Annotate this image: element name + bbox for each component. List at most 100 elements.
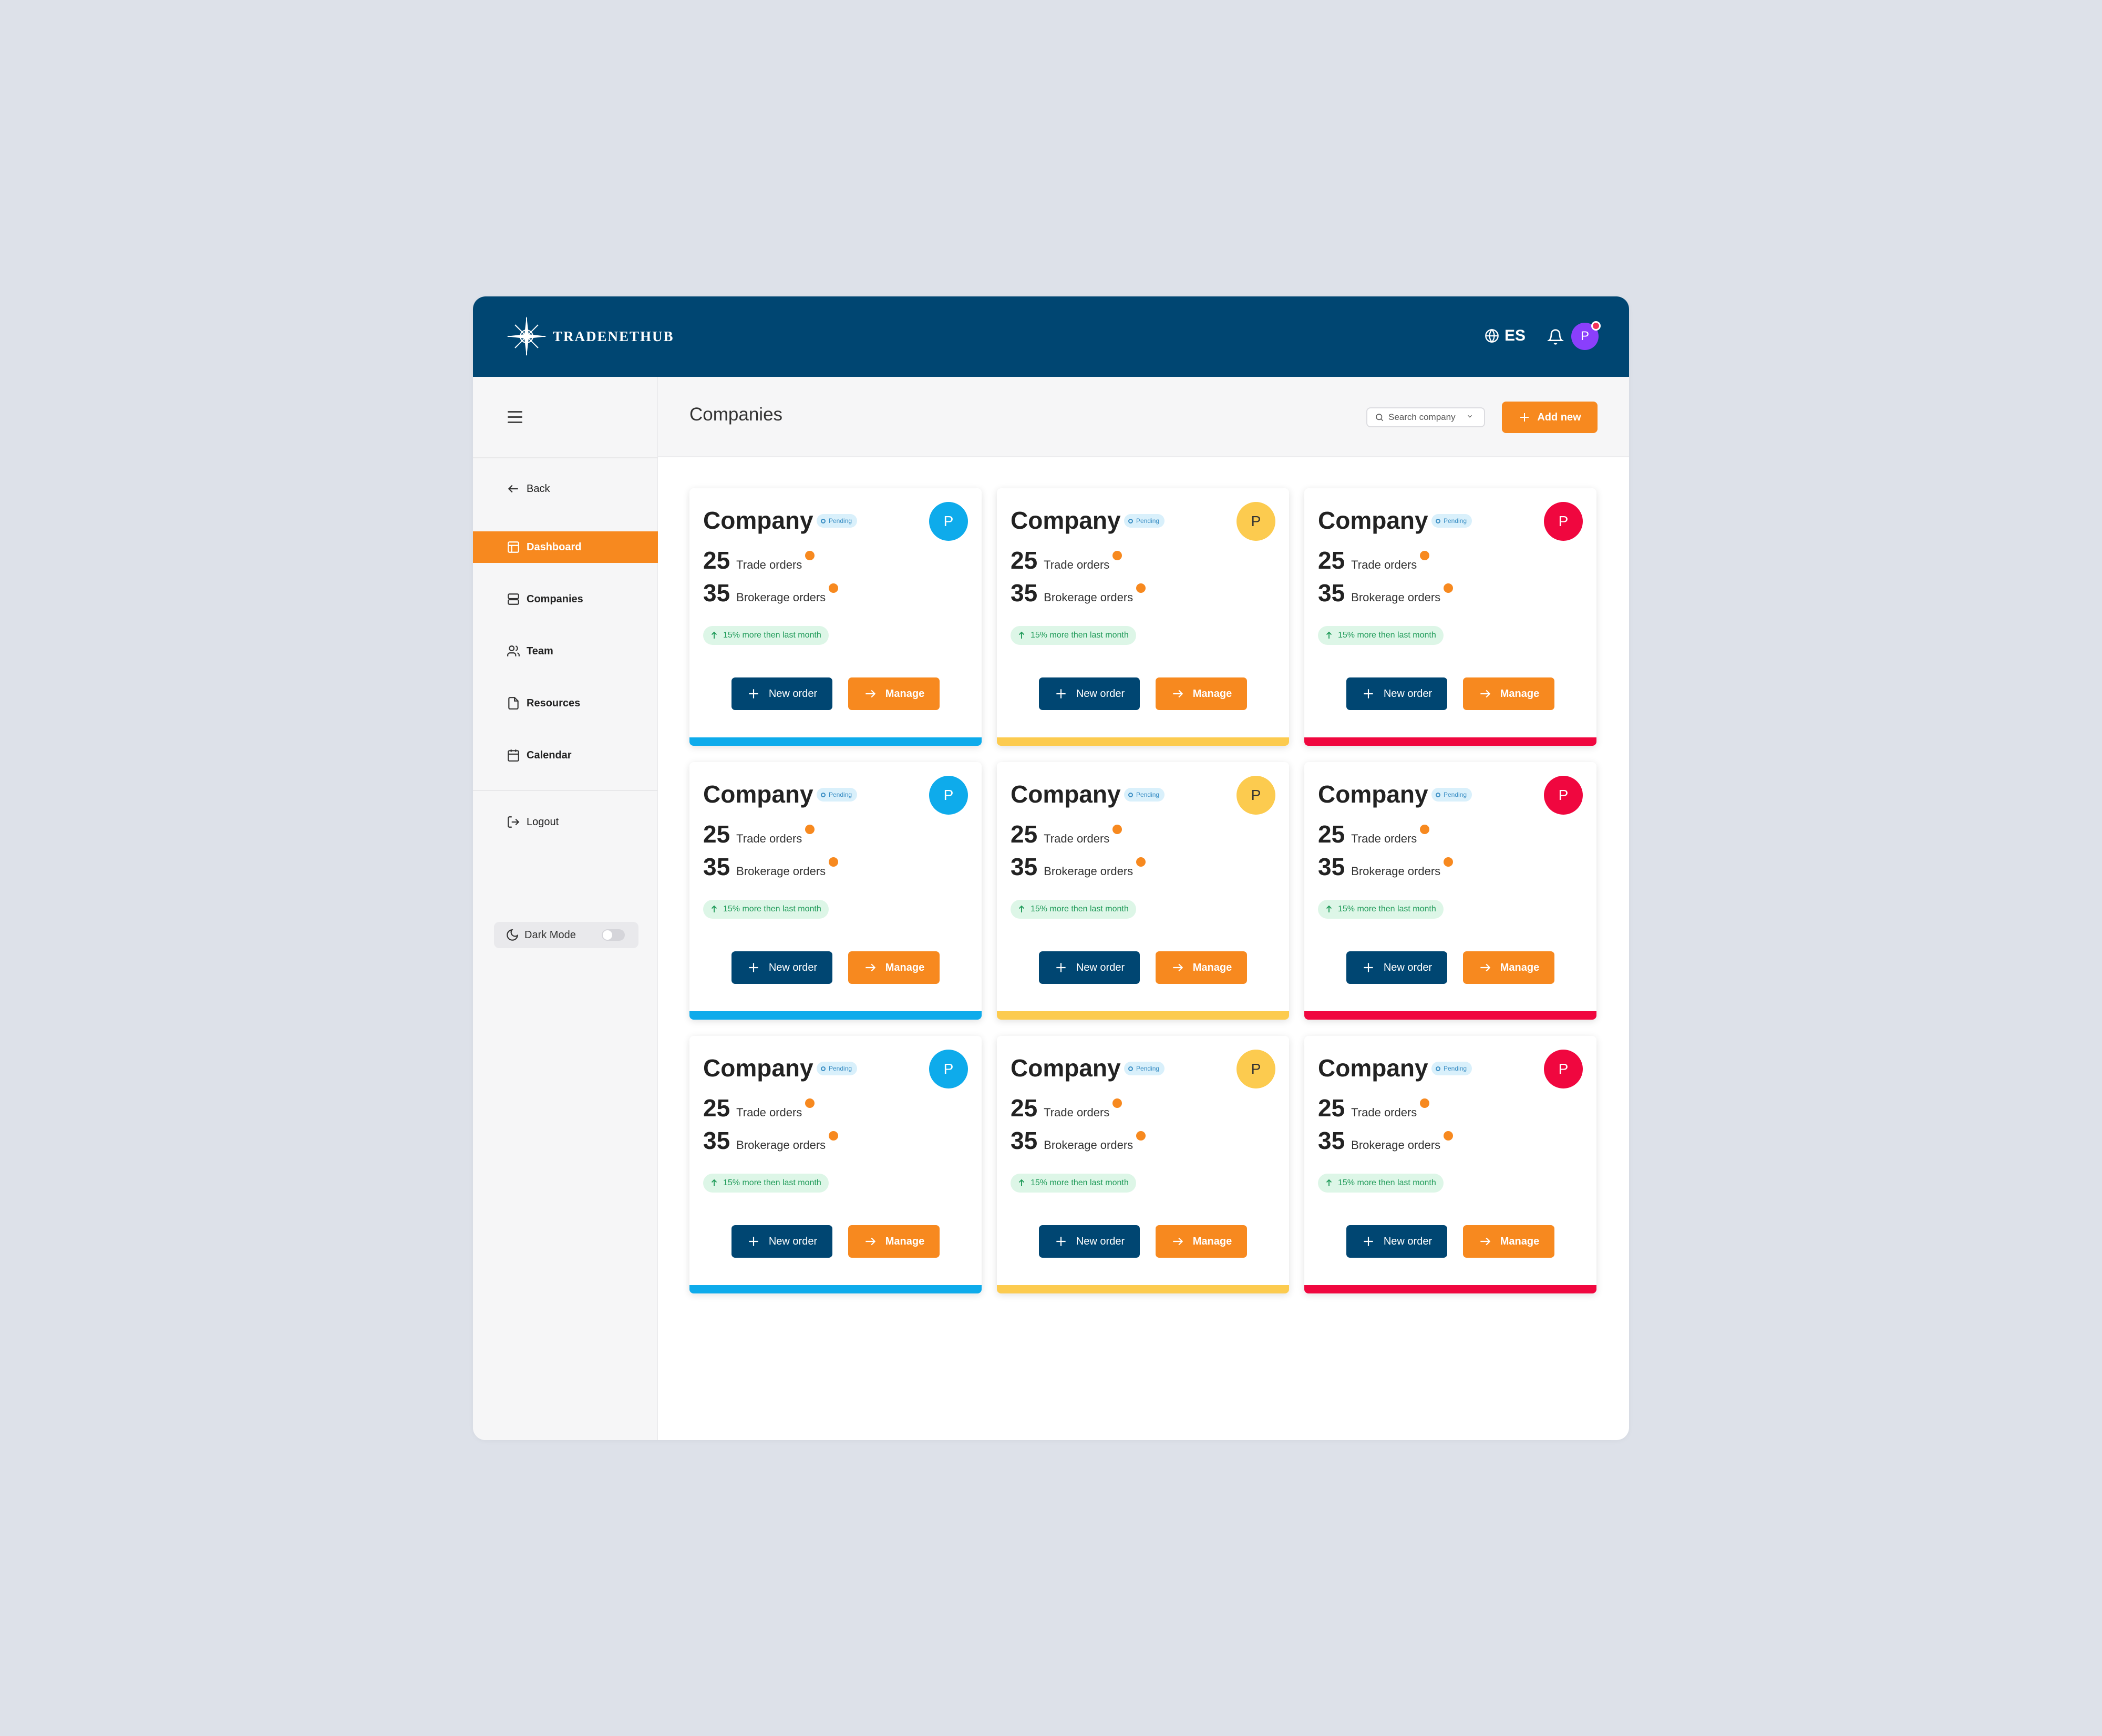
info-dot-icon[interactable] (805, 1098, 815, 1108)
dark-mode-toggle[interactable]: Dark Mode (494, 922, 638, 948)
sidebar-item-label: Calendar (527, 749, 572, 761)
sidebar-item-label: Companies (527, 593, 583, 605)
hamburger-menu-icon[interactable] (508, 411, 522, 424)
new-order-button[interactable]: New order (1039, 951, 1140, 984)
plus-icon (1056, 963, 1066, 972)
manage-button[interactable]: Manage (1156, 677, 1247, 710)
info-dot-icon[interactable] (1112, 825, 1122, 834)
toggle-switch[interactable] (602, 929, 625, 941)
company-avatar[interactable]: P (929, 776, 968, 815)
company-card: Company Pending P 25 Trade orders 35 Bro… (1304, 488, 1596, 746)
trade-orders-label: Trade orders (1044, 558, 1110, 571)
new-order-label: New order (1076, 961, 1125, 973)
brokerage-orders-label: Brokerage orders (736, 591, 826, 604)
new-order-button[interactable]: New order (1039, 1225, 1140, 1258)
new-order-button[interactable]: New order (1346, 951, 1447, 984)
info-dot-icon[interactable] (829, 1131, 839, 1141)
manage-button[interactable]: Manage (1463, 677, 1554, 710)
new-order-button[interactable]: New order (731, 1225, 832, 1258)
sidebar-item-label: Logout (527, 816, 559, 828)
manage-button[interactable]: Manage (848, 1225, 940, 1258)
brokerage-orders-count: 35 (703, 579, 730, 607)
info-dot-icon[interactable] (1444, 1131, 1454, 1141)
company-name[interactable]: Company (703, 780, 813, 808)
manage-button[interactable]: Manage (1156, 951, 1247, 984)
company-name[interactable]: Company (703, 507, 813, 534)
plus-icon (1364, 963, 1373, 972)
manage-button[interactable]: Manage (1156, 1225, 1247, 1258)
info-dot-icon[interactable] (1420, 825, 1430, 834)
company-avatar[interactable]: P (1544, 502, 1583, 541)
info-dot-icon[interactable] (1136, 857, 1146, 867)
brokerage-orders-stat: 35 Brokerage orders (1318, 852, 1454, 880)
dark-mode-label: Dark Mode (524, 929, 576, 941)
info-dot-icon[interactable] (1420, 551, 1430, 560)
company-name[interactable]: Company (1318, 507, 1428, 534)
sidebar-item-team[interactable]: Team (473, 635, 658, 667)
info-dot-icon[interactable] (1112, 1098, 1122, 1108)
growth-badge: 15% more then last month (703, 900, 829, 919)
company-name[interactable]: Company (1011, 1054, 1121, 1082)
info-dot-icon[interactable] (805, 825, 815, 834)
company-name[interactable]: Company (1318, 1054, 1428, 1082)
manage-button[interactable]: Manage (1463, 951, 1554, 984)
sidebar-item-logout[interactable]: Logout (473, 806, 658, 838)
search-input[interactable]: Search company (1366, 407, 1485, 427)
add-new-button[interactable]: Add new (1502, 402, 1598, 433)
language-selector[interactable]: ES (1485, 327, 1526, 345)
new-order-button[interactable]: New order (1039, 677, 1140, 710)
status-badge: Pending (817, 788, 858, 802)
status-badge: Pending (1431, 514, 1472, 528)
growth-badge: 15% more then last month (703, 1174, 829, 1193)
company-avatar[interactable]: P (1237, 1050, 1275, 1088)
new-order-button[interactable]: New order (1346, 677, 1447, 710)
trade-orders-count: 25 (1011, 1094, 1038, 1122)
logout-icon (508, 816, 520, 828)
manage-button[interactable]: Manage (848, 677, 940, 710)
brokerage-orders-stat: 35 Brokerage orders (1011, 579, 1146, 607)
new-order-button[interactable]: New order (731, 951, 832, 984)
bell-icon[interactable] (1547, 328, 1564, 346)
company-avatar[interactable]: P (1237, 776, 1275, 815)
manage-label: Manage (1192, 961, 1232, 973)
info-dot-icon[interactable] (1444, 857, 1454, 867)
info-dot-icon[interactable] (1136, 1131, 1146, 1141)
sidebar-item-companies[interactable]: Companies (473, 583, 658, 615)
sidebar-item-resources[interactable]: Resources (473, 687, 658, 719)
arrow-right-icon (865, 1237, 875, 1246)
company-avatar[interactable]: P (1544, 1050, 1583, 1088)
manage-label: Manage (1500, 1235, 1540, 1247)
company-avatar[interactable]: P (1544, 776, 1583, 815)
plus-icon (1364, 689, 1373, 698)
info-dot-icon[interactable] (1420, 1098, 1430, 1108)
company-avatar[interactable]: P (1237, 502, 1275, 541)
company-name[interactable]: Company (1011, 507, 1121, 534)
notification-dot (1591, 321, 1601, 331)
sidebar-item-back[interactable]: Back (473, 473, 658, 505)
info-dot-icon[interactable] (1136, 583, 1146, 593)
manage-label: Manage (885, 687, 925, 700)
info-dot-icon[interactable] (829, 857, 839, 867)
new-order-button[interactable]: New order (731, 677, 832, 710)
company-avatar-initial: P (1558, 1061, 1569, 1077)
sidebar-item-dashboard[interactable]: Dashboard (473, 531, 658, 563)
growth-badge: 15% more then last month (703, 626, 829, 645)
manage-button[interactable]: Manage (1463, 1225, 1554, 1258)
new-order-label: New order (1383, 1235, 1433, 1247)
company-name[interactable]: Company (1011, 780, 1121, 808)
company-avatar[interactable]: P (929, 1050, 968, 1088)
trade-orders-label: Trade orders (736, 1106, 802, 1119)
info-dot-icon[interactable] (1444, 583, 1454, 593)
info-dot-icon[interactable] (829, 583, 839, 593)
info-dot-icon[interactable] (805, 551, 815, 560)
company-name[interactable]: Company (703, 1054, 813, 1082)
new-order-button[interactable]: New order (1346, 1225, 1447, 1258)
manage-button[interactable]: Manage (848, 951, 940, 984)
sidebar-item-calendar[interactable]: Calendar (473, 739, 658, 771)
logo[interactable]: TRADENETHUB (506, 315, 674, 357)
sidebar: Back Dashboard Companies Team Resources … (473, 377, 658, 1440)
info-dot-icon[interactable] (1112, 551, 1122, 560)
company-name[interactable]: Company (1318, 780, 1428, 808)
moon-icon (507, 929, 519, 941)
company-avatar[interactable]: P (929, 502, 968, 541)
